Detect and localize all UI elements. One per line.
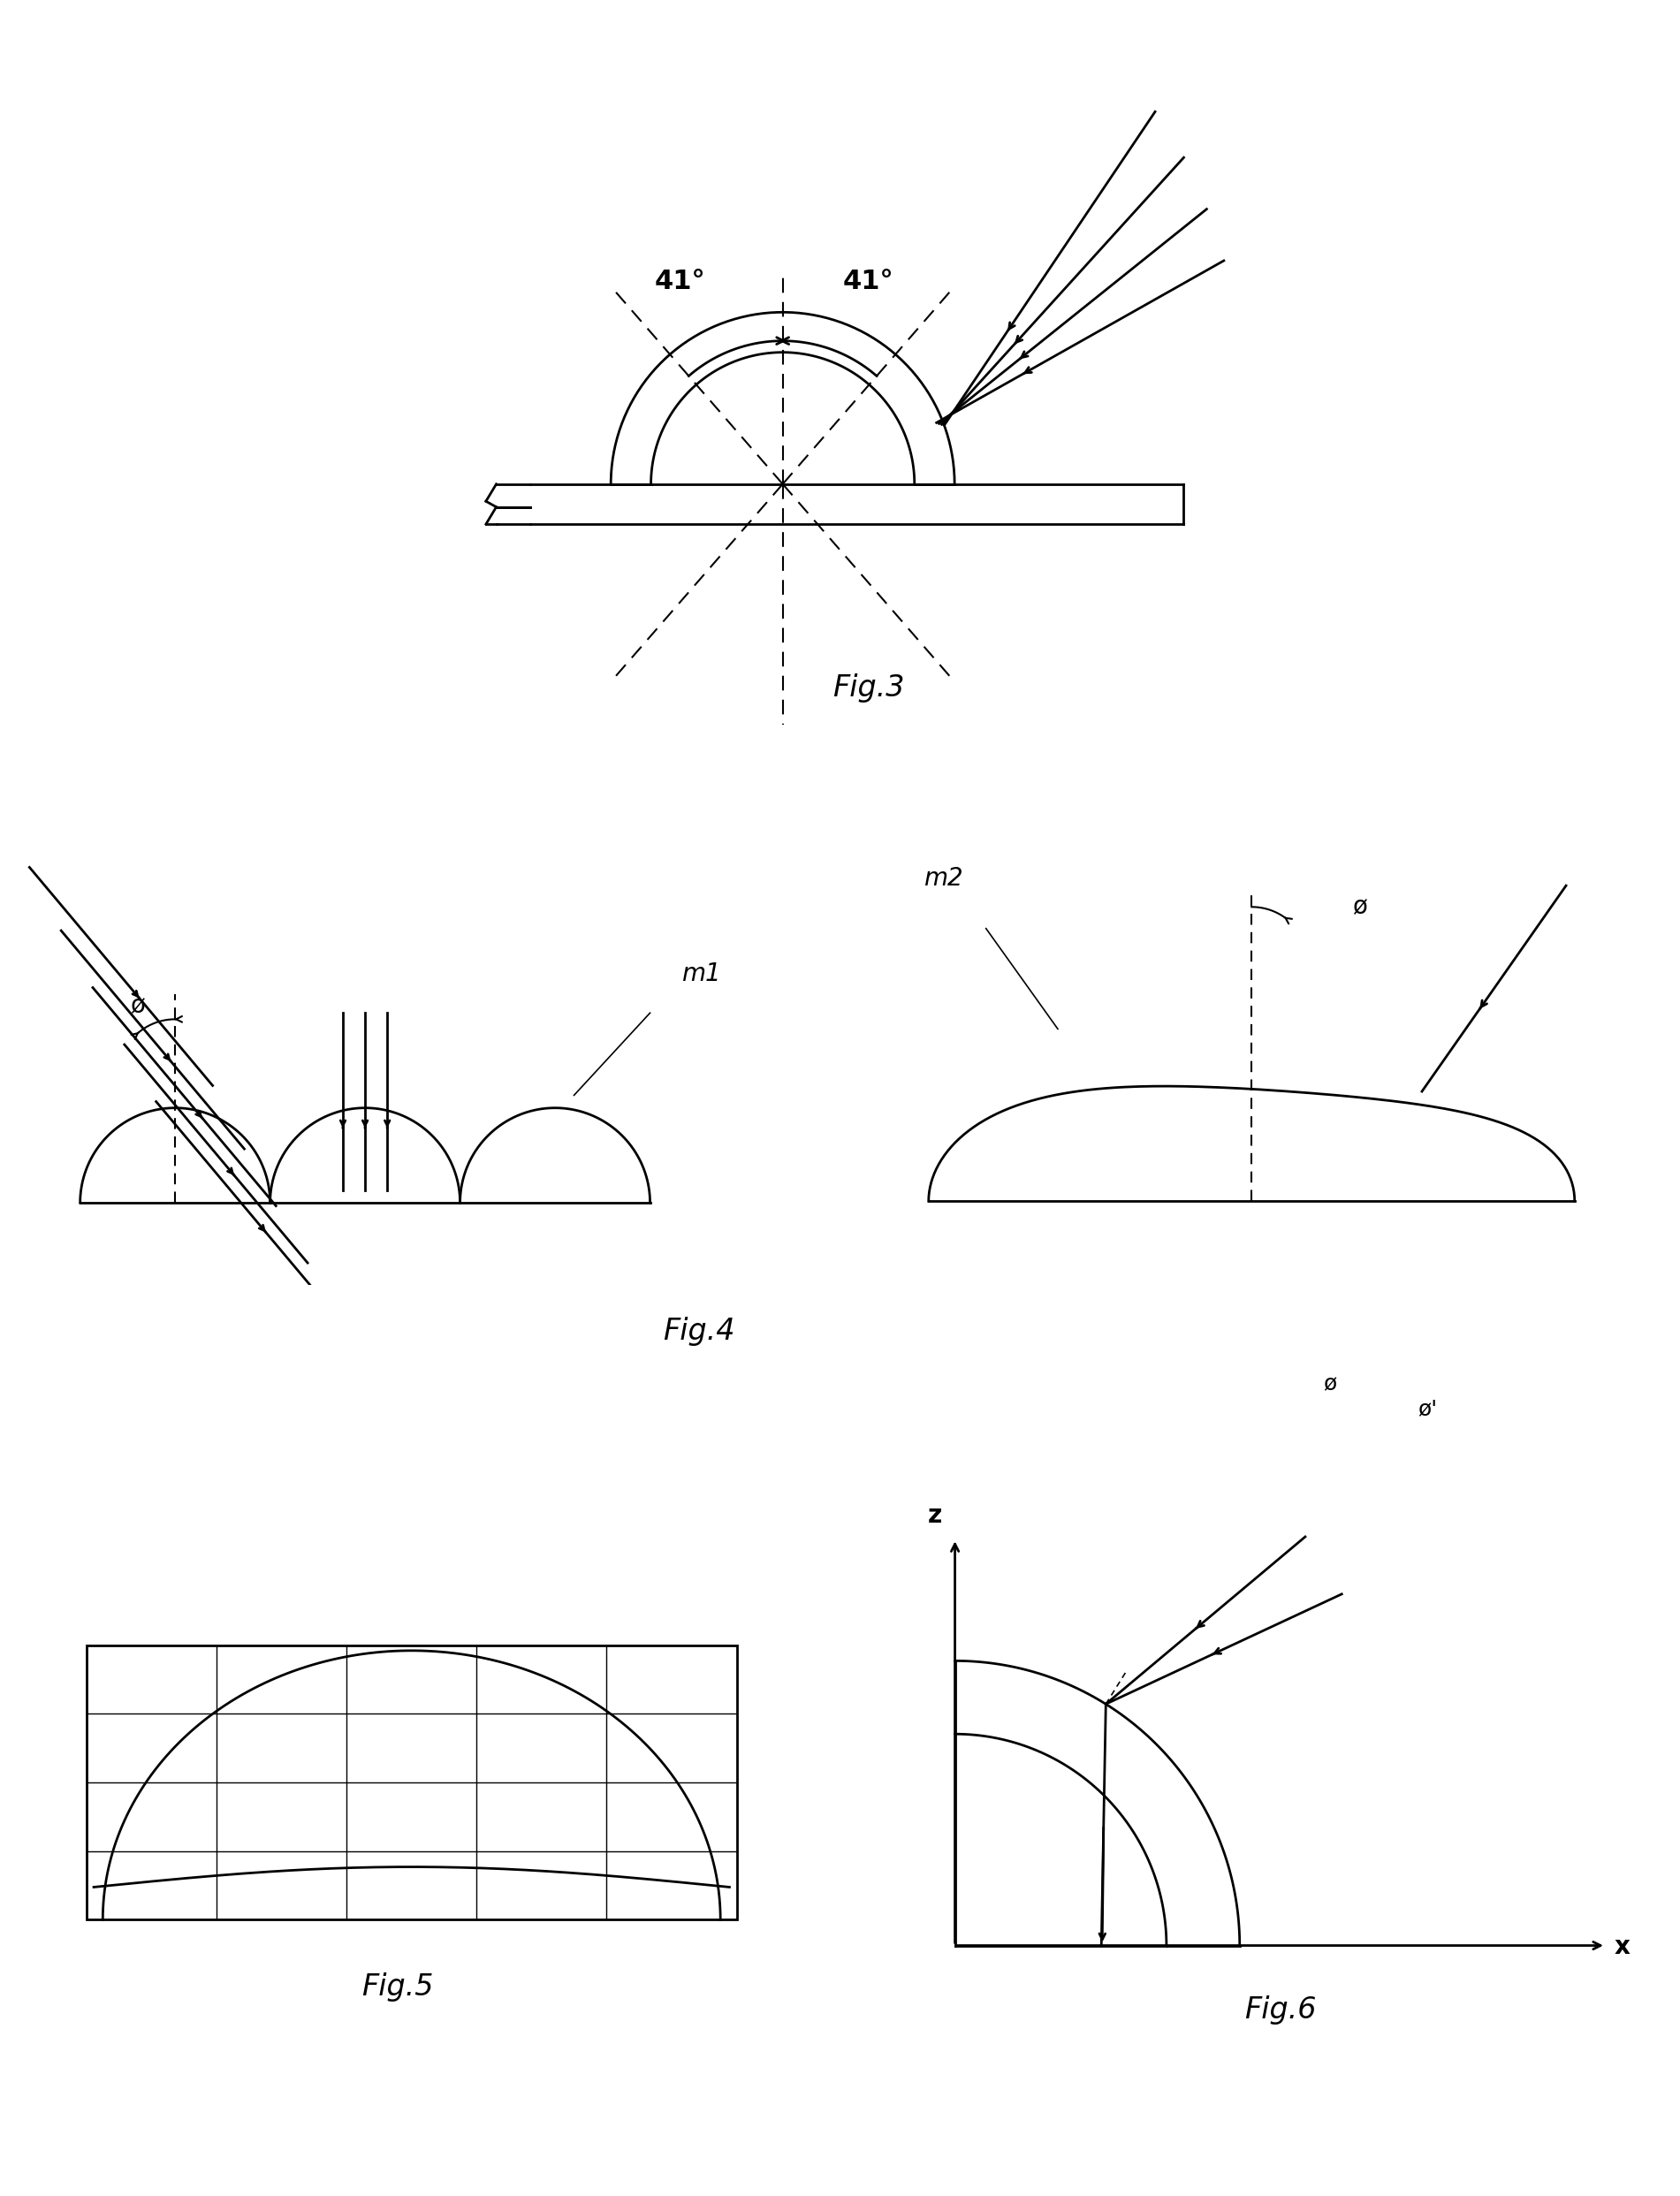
Text: z: z <box>927 1502 942 1528</box>
Bar <box>87 1645 738 1919</box>
Text: m1: m1 <box>680 962 721 986</box>
Text: x: x <box>1614 1935 1630 1959</box>
Text: ø: ø <box>129 993 144 1019</box>
Text: ø: ø <box>1352 894 1368 920</box>
Text: ø: ø <box>1322 1372 1336 1394</box>
Text: Fig.4: Fig.4 <box>664 1318 734 1346</box>
Text: Fig.6: Fig.6 <box>1245 1996 1317 2025</box>
Text: Fig.5: Fig.5 <box>361 1972 433 2003</box>
Text: 41°: 41° <box>654 268 706 294</box>
Text: m2: m2 <box>924 865 963 892</box>
Text: 41°: 41° <box>843 268 894 294</box>
Text: Fig.3: Fig.3 <box>833 672 904 703</box>
Text: ø': ø' <box>1418 1399 1436 1419</box>
